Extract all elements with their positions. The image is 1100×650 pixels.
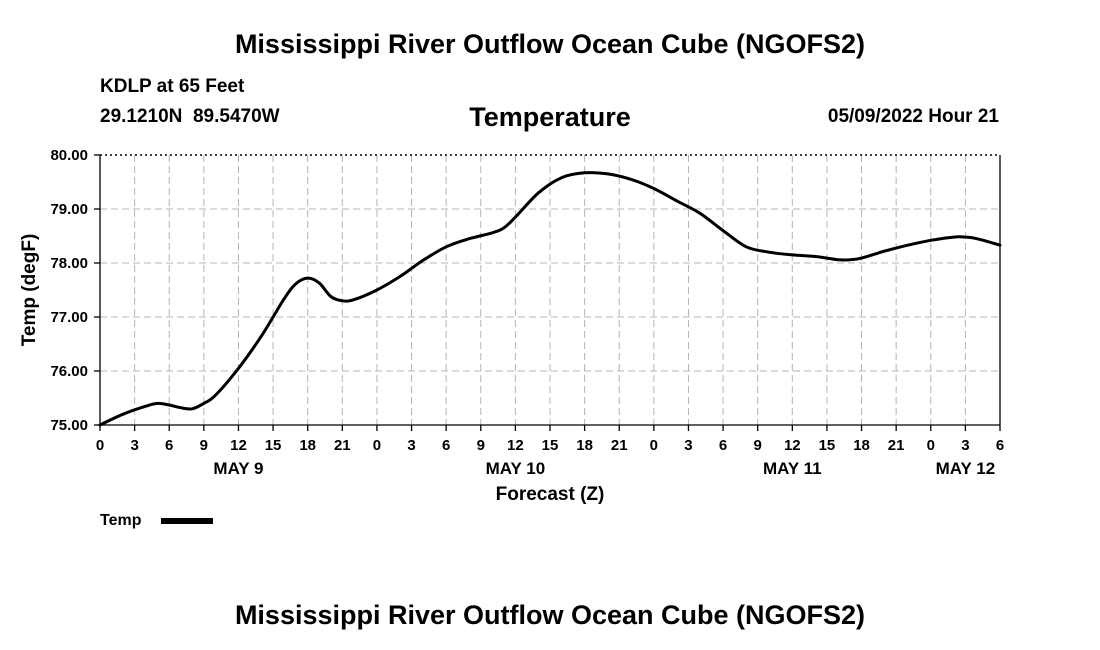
x-tick-label: 3 <box>684 437 692 454</box>
x-tick-label: 9 <box>754 437 762 454</box>
x-tick-label: 15 <box>265 437 282 454</box>
y-tick-label: 78.00 <box>50 255 88 272</box>
page-title: Mississippi River Outflow Ocean Cube (NG… <box>234 29 866 59</box>
x-day-label: MAY 9 <box>213 459 263 478</box>
legend-label: Temp <box>100 512 142 529</box>
y-tick-label: 79.00 <box>50 201 88 218</box>
chart-title: Temperature <box>469 102 631 132</box>
y-tick-label: 75.00 <box>50 417 88 434</box>
y-tick-label: 76.00 <box>50 363 88 380</box>
x-tick-label: 3 <box>961 437 969 454</box>
x-day-label: MAY 10 <box>486 459 546 478</box>
x-tick-label: 15 <box>542 437 559 454</box>
x-tick-label: 21 <box>334 437 351 454</box>
x-day-label: MAY 11 <box>763 459 822 478</box>
temperature-chart: Temperature 75.00 76.00 77.00 78.00 79.00 80.0… <box>19 102 1004 529</box>
y-axis-title: Temp (degF) <box>19 234 40 347</box>
y-tick-label: 77.00 <box>50 309 88 326</box>
x-tick-label: 6 <box>719 437 727 454</box>
x-tick-label: 6 <box>165 437 173 454</box>
forecast-time: 05/09/2022 Hour 21 <box>827 106 999 127</box>
y-tick-label: 80.00 <box>50 147 88 164</box>
x-tick-label: 9 <box>477 437 485 454</box>
x-tick-label: 18 <box>576 437 593 454</box>
x-tick-label: 6 <box>442 437 450 454</box>
footer-title: Mississippi River Outflow Ocean Cube (NG… <box>234 600 866 630</box>
x-tick-label: 0 <box>650 437 658 454</box>
x-tick-label: 12 <box>230 437 247 454</box>
x-tick-label: 3 <box>130 437 138 454</box>
station-coords: 29.1210N 89.5470W <box>100 106 280 127</box>
x-day-label: MAY 12 <box>936 459 996 478</box>
x-tick-label: 21 <box>611 437 628 454</box>
x-tick-label: 18 <box>853 437 870 454</box>
x-tick-label: 21 <box>888 437 905 454</box>
x-tick-label: 15 <box>819 437 836 454</box>
x-tick-label: 0 <box>373 437 381 454</box>
x-tick-label: 18 <box>299 437 316 454</box>
x-tick-label: 0 <box>96 437 104 454</box>
x-tick-label: 12 <box>784 437 801 454</box>
station-name: KDLP at 65 Feet <box>100 76 245 97</box>
series-line-temp <box>98 171 1002 427</box>
x-tick-label: 0 <box>927 437 935 454</box>
x-tick-label: 6 <box>996 437 1004 454</box>
x-tick-label: 9 <box>200 437 208 454</box>
x-tick-label: 3 <box>407 437 415 454</box>
x-axis-title: Forecast (Z) <box>496 484 605 505</box>
x-tick-label: 12 <box>507 437 524 454</box>
